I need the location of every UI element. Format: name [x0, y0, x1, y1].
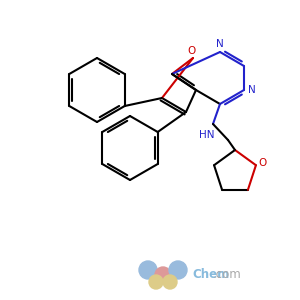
Text: N: N — [248, 85, 256, 95]
Circle shape — [149, 275, 163, 289]
Circle shape — [139, 261, 157, 279]
Text: N: N — [216, 39, 224, 49]
Text: Chem: Chem — [192, 268, 229, 281]
Circle shape — [163, 275, 177, 289]
Text: HN: HN — [199, 130, 215, 140]
Circle shape — [155, 267, 171, 283]
Circle shape — [169, 261, 187, 279]
Text: O: O — [187, 46, 195, 56]
Text: .com: .com — [213, 268, 242, 281]
Text: O: O — [259, 158, 267, 168]
